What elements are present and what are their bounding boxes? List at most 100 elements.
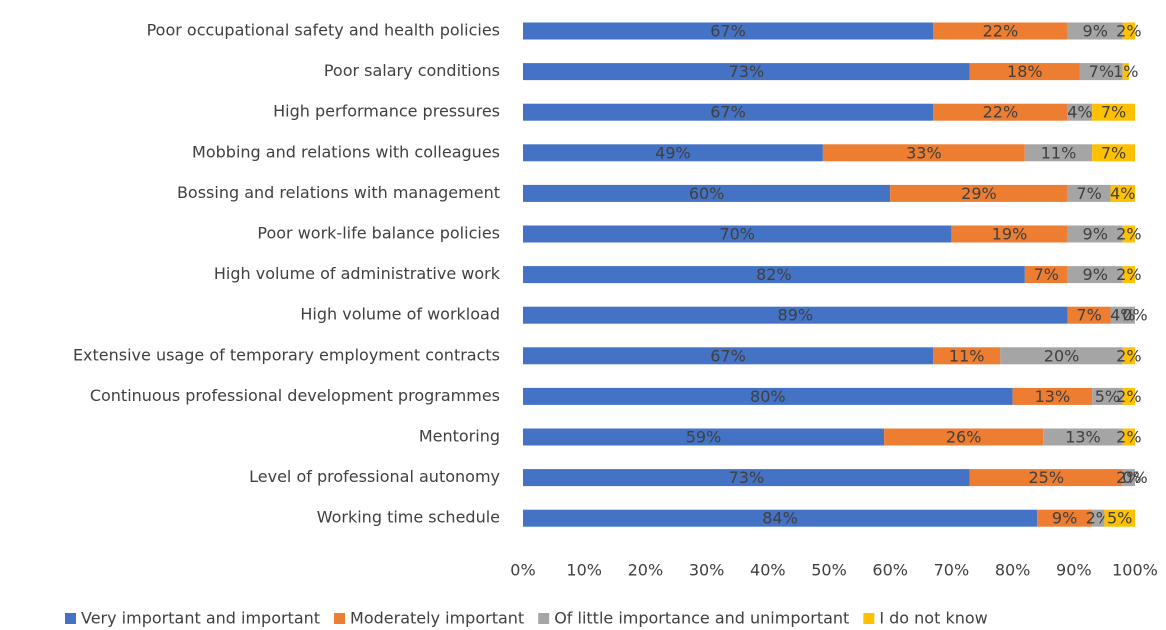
bar-segment bbox=[1037, 509, 1093, 527]
bar-segment bbox=[523, 266, 1025, 284]
data-label: 60% bbox=[689, 184, 725, 203]
data-label: 4% bbox=[1067, 103, 1092, 122]
data-label: 22% bbox=[983, 103, 1019, 122]
data-label: 4% bbox=[1110, 184, 1135, 203]
bar-segment bbox=[933, 347, 1001, 365]
data-label: 33% bbox=[906, 143, 942, 162]
x-tick-label: 60% bbox=[872, 561, 908, 580]
bar-segment bbox=[1122, 387, 1135, 405]
data-label: 13% bbox=[1065, 428, 1101, 447]
bar-segment bbox=[1122, 22, 1135, 40]
data-label: 2% bbox=[1116, 387, 1141, 406]
data-label: 7% bbox=[1076, 306, 1101, 325]
bar-segment bbox=[969, 63, 1080, 81]
y-tick-label: Working time schedule bbox=[317, 508, 500, 527]
data-label: 67% bbox=[710, 22, 746, 41]
data-label: 2% bbox=[1116, 22, 1141, 41]
y-tick-label: Level of professional autonomy bbox=[249, 467, 500, 486]
legend-label: I do not know bbox=[879, 609, 987, 628]
legend-label: Moderately important bbox=[350, 609, 524, 628]
data-label: 80% bbox=[750, 387, 786, 406]
bar-segment bbox=[1067, 22, 1123, 40]
bar-segment bbox=[1122, 428, 1135, 446]
data-label: 67% bbox=[710, 346, 746, 365]
y-tick-label: Poor work-life balance policies bbox=[257, 224, 500, 243]
data-label: 29% bbox=[961, 184, 997, 203]
data-label: 2% bbox=[1116, 428, 1141, 447]
x-tick-label: 80% bbox=[995, 561, 1031, 580]
data-label: 82% bbox=[756, 265, 792, 284]
legend-swatch bbox=[334, 613, 346, 624]
bar-segment bbox=[1012, 387, 1093, 405]
bar-segment bbox=[523, 22, 934, 40]
bar-segment bbox=[523, 387, 1013, 405]
data-label: 84% bbox=[762, 509, 798, 528]
bar-segment bbox=[523, 184, 891, 202]
data-label: 22% bbox=[983, 22, 1019, 41]
data-label: 7% bbox=[1101, 103, 1126, 122]
data-label: 70% bbox=[719, 225, 755, 244]
bar-segment bbox=[1067, 103, 1093, 121]
y-tick-label: Extensive usage of temporary employment … bbox=[73, 345, 500, 364]
legend-label: Very important and important bbox=[81, 609, 320, 628]
data-label: 11% bbox=[949, 346, 985, 365]
data-label: 11% bbox=[1041, 143, 1077, 162]
bar-segment bbox=[884, 428, 1044, 446]
x-tick-label: 100% bbox=[1112, 561, 1158, 580]
bar-segment bbox=[969, 469, 1123, 487]
data-label: 5% bbox=[1095, 387, 1120, 406]
data-label: 73% bbox=[729, 62, 765, 81]
bar-segment bbox=[1104, 509, 1135, 527]
y-tick-label: Mentoring bbox=[419, 427, 500, 446]
data-label: 1% bbox=[1113, 62, 1138, 81]
data-label: 26% bbox=[946, 428, 982, 447]
y-tick-label: Continuous professional development prog… bbox=[90, 386, 500, 405]
y-tick-label: Mobbing and relations with colleagues bbox=[192, 142, 500, 161]
bar-segment bbox=[1122, 469, 1135, 487]
data-label: 49% bbox=[655, 143, 691, 162]
bar-segment bbox=[1110, 184, 1135, 202]
bar-segment bbox=[822, 144, 1025, 162]
x-tick-label: 50% bbox=[811, 561, 847, 580]
data-label: 67% bbox=[710, 103, 746, 122]
data-label: 4% bbox=[1110, 306, 1135, 325]
bar-segment bbox=[1122, 63, 1129, 81]
x-tick-label: 10% bbox=[566, 561, 602, 580]
legend-swatch bbox=[538, 613, 550, 624]
y-tick-label: High performance pressures bbox=[273, 102, 500, 121]
data-label: 2% bbox=[1116, 468, 1141, 487]
data-label: 7% bbox=[1076, 184, 1101, 203]
bar-segment bbox=[1122, 266, 1135, 284]
bar-segment bbox=[1024, 266, 1068, 284]
bar-segment bbox=[1122, 225, 1135, 243]
data-label: 73% bbox=[729, 468, 765, 487]
bar-segment bbox=[1067, 225, 1123, 243]
data-label: 9% bbox=[1083, 265, 1108, 284]
data-label: 18% bbox=[1007, 62, 1043, 81]
bar-segment bbox=[1110, 306, 1135, 324]
x-tick-label: 90% bbox=[1056, 561, 1092, 580]
y-tick-label: Poor occupational safety and health poli… bbox=[147, 21, 500, 40]
data-label: 20% bbox=[1044, 346, 1080, 365]
bar-segment bbox=[523, 144, 823, 162]
data-label: 7% bbox=[1089, 62, 1114, 81]
data-label: 89% bbox=[778, 306, 814, 325]
bar-segment bbox=[951, 225, 1068, 243]
bar-segment bbox=[1092, 509, 1105, 527]
data-label: 0% bbox=[1122, 468, 1147, 487]
bar-segment bbox=[1043, 428, 1123, 446]
bar-segment bbox=[523, 509, 1038, 527]
bar-segment bbox=[523, 347, 934, 365]
bar-segment bbox=[1079, 63, 1123, 81]
legend-label: Of little importance and unimportant bbox=[554, 609, 849, 628]
data-label: 59% bbox=[686, 428, 722, 447]
bar-segment bbox=[523, 225, 952, 243]
bar-segment bbox=[1067, 306, 1111, 324]
bar-segment bbox=[523, 103, 934, 121]
x-tick-label: 30% bbox=[689, 561, 725, 580]
bar-segment bbox=[1092, 144, 1135, 162]
data-label: 7% bbox=[1034, 265, 1059, 284]
data-label: 25% bbox=[1028, 468, 1064, 487]
data-label: 19% bbox=[992, 225, 1028, 244]
bar-segment bbox=[1122, 347, 1135, 365]
